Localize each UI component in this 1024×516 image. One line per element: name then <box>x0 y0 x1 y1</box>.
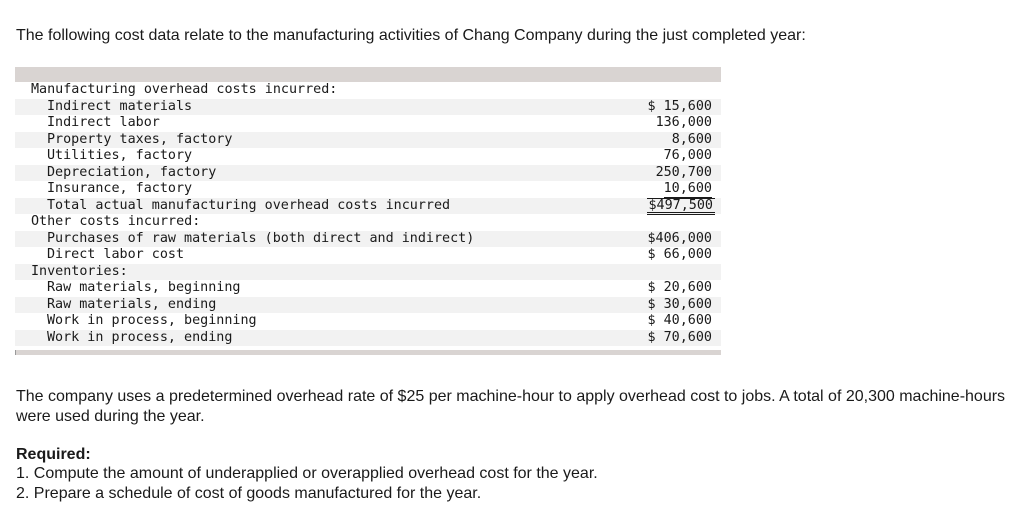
row-value: $ 40,600 <box>647 313 713 328</box>
row-value: 10,600 <box>663 181 712 198</box>
row-label: Work in process, ending <box>47 329 233 345</box>
row-value: $ 30,600 <box>647 296 713 312</box>
row-label: Indirect labor <box>47 115 160 130</box>
row-label: Inventories: <box>31 263 128 279</box>
table-row: Depreciation, factory 250,700 <box>15 164 721 181</box>
row-label: Purchases of raw materials (both direct … <box>47 230 475 246</box>
table-row: Raw materials, beginning $ 20,600 <box>15 280 721 297</box>
table-row: Indirect materials $ 15,600 <box>15 98 721 115</box>
table-row-section-heading: Inventories: <box>15 263 721 280</box>
row-label: Utilities, factory <box>47 148 193 163</box>
row-label: Property taxes, factory <box>47 131 233 147</box>
table-row: Work in process, beginning $ 40,600 <box>15 313 721 330</box>
table-row: Property taxes, factory 8,600 <box>15 131 721 148</box>
row-label: Insurance, factory <box>47 181 193 196</box>
cost-data-table: Manufacturing overhead costs incurred: I… <box>15 67 721 355</box>
table-row: Raw materials, ending $ 30,600 <box>15 296 721 313</box>
row-value: $ 66,000 <box>647 247 713 262</box>
row-value: 136,000 <box>655 115 712 130</box>
required-item-1: 1. Compute the amount of underapplied or… <box>16 465 598 482</box>
row-label: Work in process, beginning <box>47 313 257 328</box>
table-row: Insurance, factory 10,600 <box>15 181 721 198</box>
row-label: Total actual manufacturing overhead cost… <box>47 197 451 213</box>
required-heading: Required: <box>16 446 91 463</box>
row-value: $ 15,600 <box>647 98 713 114</box>
row-label: Depreciation, factory <box>47 164 217 180</box>
table-row: Utilities, factory 76,000 <box>15 148 721 165</box>
table-row-section-heading: Manufacturing overhead costs incurred: <box>15 82 721 99</box>
row-label: Raw materials, beginning <box>47 280 241 295</box>
row-label: Raw materials, ending <box>47 296 217 312</box>
intro-text: The following cost data relate to the ma… <box>16 27 806 44</box>
table-row: Work in process, ending $ 70,600 <box>15 329 721 346</box>
row-value: $ 20,600 <box>647 280 713 295</box>
row-label: Indirect materials <box>47 98 193 114</box>
row-value: $406,000 <box>647 230 713 246</box>
table-row: Indirect labor 136,000 <box>15 115 721 132</box>
row-label: Direct labor cost <box>47 247 185 262</box>
row-value: 250,700 <box>655 164 712 180</box>
table-header-bar <box>15 67 721 82</box>
table-row-section-heading: Other costs incurred: <box>15 214 721 231</box>
row-label: Manufacturing overhead costs incurred: <box>31 82 338 97</box>
row-value: 8,600 <box>671 131 712 147</box>
row-label: Other costs incurred: <box>31 214 201 229</box>
row-value: $ 70,600 <box>647 329 713 345</box>
row-value: 76,000 <box>663 148 712 163</box>
required-item-2: 2. Prepare a schedule of cost of goods m… <box>16 484 482 502</box>
table-row: Direct labor cost $ 66,000 <box>15 247 721 264</box>
table-row-total: Total actual manufacturing overhead cost… <box>15 197 721 215</box>
row-value-total: $497,500 <box>646 197 715 215</box>
overhead-rate-paragraph: The company uses a predetermined overhea… <box>16 388 1006 425</box>
table-row: Purchases of raw materials (both direct … <box>15 230 721 247</box>
table-footer-bar <box>15 350 721 355</box>
